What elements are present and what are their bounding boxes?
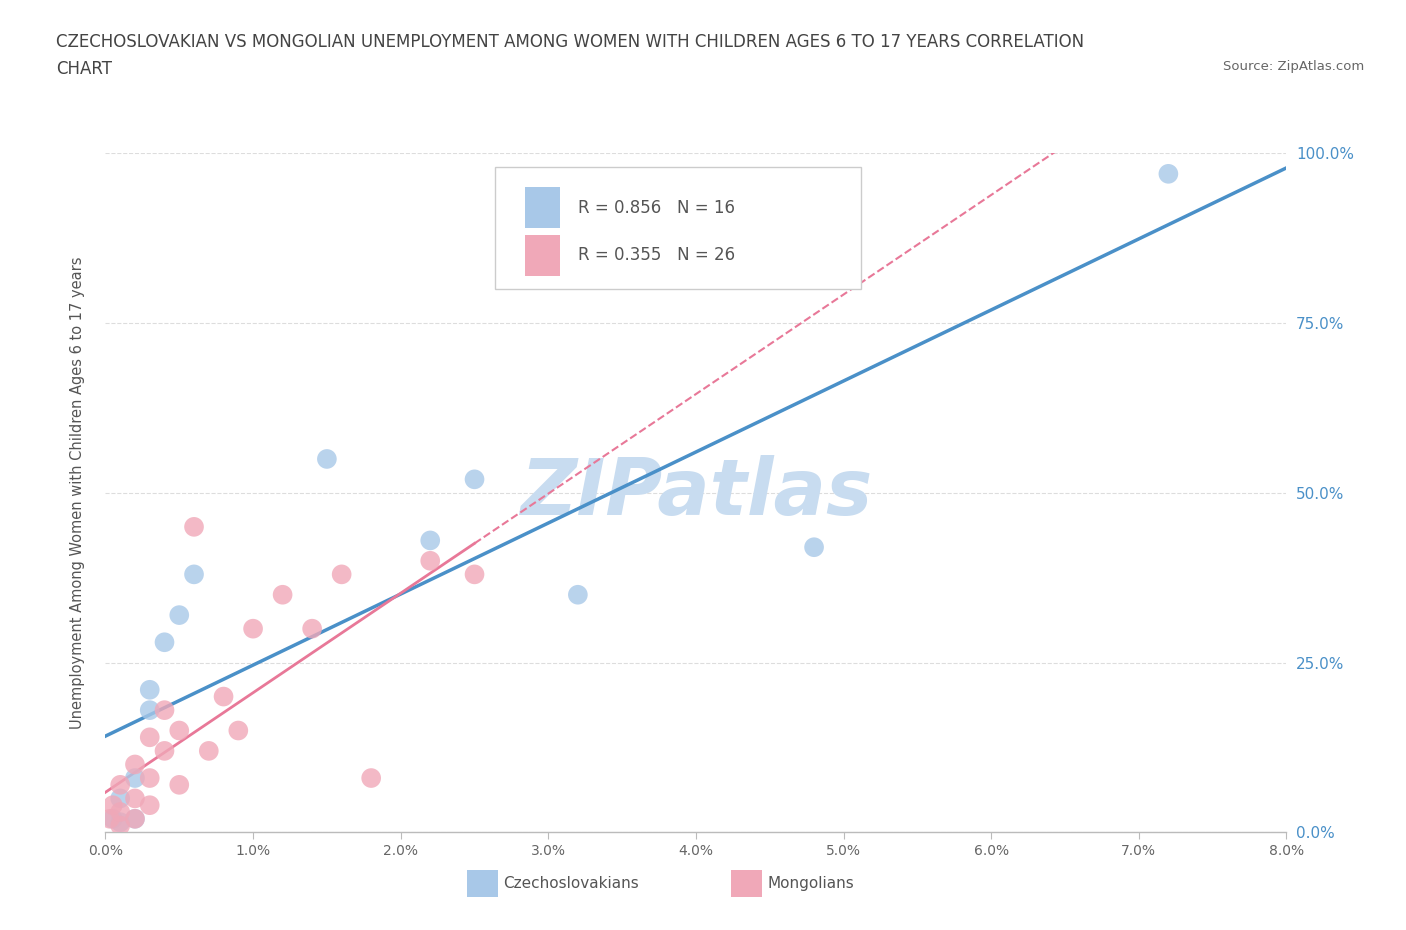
Point [169, 777, 191, 792]
Point [464, 567, 486, 582]
Y-axis label: Unemployment Among Women with Children Ages 6 to 17 years: Unemployment Among Women with Children A… [70, 257, 84, 729]
Point [98, 811, 121, 826]
Point [242, 621, 264, 636]
Bar [731, 870, 762, 897]
Point [110, 790, 132, 805]
Point [124, 811, 146, 826]
Point [124, 757, 146, 772]
Point [419, 533, 441, 548]
Point [138, 798, 162, 813]
Point [212, 689, 235, 704]
Point [153, 743, 176, 758]
Point [226, 724, 250, 738]
Point [110, 815, 132, 830]
Bar [467, 870, 498, 897]
Text: CHART: CHART [56, 60, 112, 78]
Text: Czechoslovakians: Czechoslovakians [503, 876, 640, 891]
Text: Source: ZipAtlas.com: Source: ZipAtlas.com [1223, 60, 1364, 73]
Point [138, 703, 162, 718]
Point [169, 607, 191, 622]
Point [153, 703, 176, 718]
FancyBboxPatch shape [495, 167, 862, 289]
Point [1157, 166, 1180, 181]
Point [101, 798, 124, 813]
Point [330, 567, 353, 582]
Text: Mongolians: Mongolians [768, 876, 855, 891]
Point [110, 818, 132, 833]
Point [271, 588, 294, 603]
Bar [524, 188, 560, 228]
Point [138, 683, 162, 698]
Point [124, 771, 146, 786]
Point [803, 539, 825, 554]
Point [183, 519, 205, 534]
Bar [524, 235, 560, 275]
Point [315, 452, 337, 467]
Point [301, 621, 323, 636]
Text: ZIPatlas: ZIPatlas [520, 455, 872, 531]
Point [138, 771, 162, 786]
Point [419, 553, 441, 568]
Point [110, 777, 132, 792]
Point [567, 588, 589, 603]
Point [169, 724, 191, 738]
Point [464, 472, 486, 486]
Point [197, 743, 219, 758]
Point [138, 730, 162, 745]
Point [360, 771, 382, 786]
Point [124, 790, 146, 805]
Text: R = 0.856   N = 16: R = 0.856 N = 16 [578, 199, 735, 217]
Text: R = 0.355   N = 26: R = 0.355 N = 26 [578, 246, 735, 264]
Point [183, 567, 205, 582]
Point [101, 811, 124, 826]
Point [153, 635, 176, 650]
Point [110, 804, 132, 819]
Point [124, 811, 146, 826]
Text: CZECHOSLOVAKIAN VS MONGOLIAN UNEMPLOYMENT AMONG WOMEN WITH CHILDREN AGES 6 TO 17: CZECHOSLOVAKIAN VS MONGOLIAN UNEMPLOYMEN… [56, 33, 1084, 50]
